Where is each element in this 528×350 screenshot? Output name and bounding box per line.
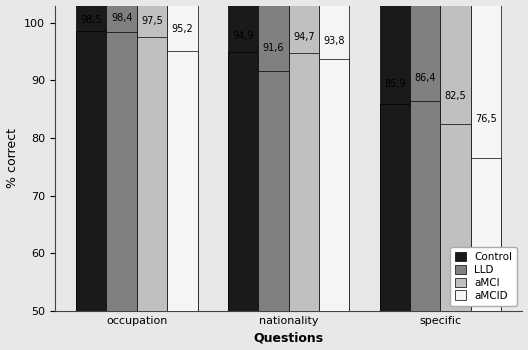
Bar <box>167 0 197 311</box>
Y-axis label: % correct: % correct <box>6 128 18 188</box>
Text: 85,9: 85,9 <box>384 79 406 89</box>
Bar <box>440 124 471 350</box>
Text: 97,5: 97,5 <box>141 16 163 26</box>
Bar <box>471 158 501 350</box>
Bar <box>319 0 350 311</box>
Bar <box>258 0 289 311</box>
Bar <box>107 0 137 311</box>
Bar <box>410 0 440 311</box>
X-axis label: Questions: Questions <box>253 331 324 344</box>
Text: 76,5: 76,5 <box>475 114 497 124</box>
Bar <box>289 0 319 311</box>
Bar <box>228 52 258 350</box>
Text: 98,4: 98,4 <box>111 13 133 23</box>
Bar <box>380 0 410 311</box>
Bar <box>167 50 197 350</box>
Bar <box>76 32 107 350</box>
Text: 82,5: 82,5 <box>445 91 467 101</box>
Text: 86,4: 86,4 <box>414 73 436 83</box>
Legend: Control, LLD, aMCI, aMCID: Control, LLD, aMCI, aMCID <box>450 247 517 306</box>
Bar <box>410 101 440 350</box>
Bar <box>258 71 289 350</box>
Bar <box>471 0 501 311</box>
Bar <box>319 58 350 350</box>
Text: 98,5: 98,5 <box>80 15 102 24</box>
Text: 94,9: 94,9 <box>232 31 254 41</box>
Bar <box>76 0 107 311</box>
Text: 93,8: 93,8 <box>324 36 345 46</box>
Bar <box>228 0 258 311</box>
Bar <box>137 37 167 350</box>
Bar <box>440 0 471 311</box>
Bar <box>137 0 167 311</box>
Bar <box>289 54 319 350</box>
Text: 95,2: 95,2 <box>172 24 193 34</box>
Bar <box>380 104 410 350</box>
Text: 94,7: 94,7 <box>293 33 315 42</box>
Text: 91,6: 91,6 <box>263 43 284 53</box>
Bar <box>107 32 137 350</box>
